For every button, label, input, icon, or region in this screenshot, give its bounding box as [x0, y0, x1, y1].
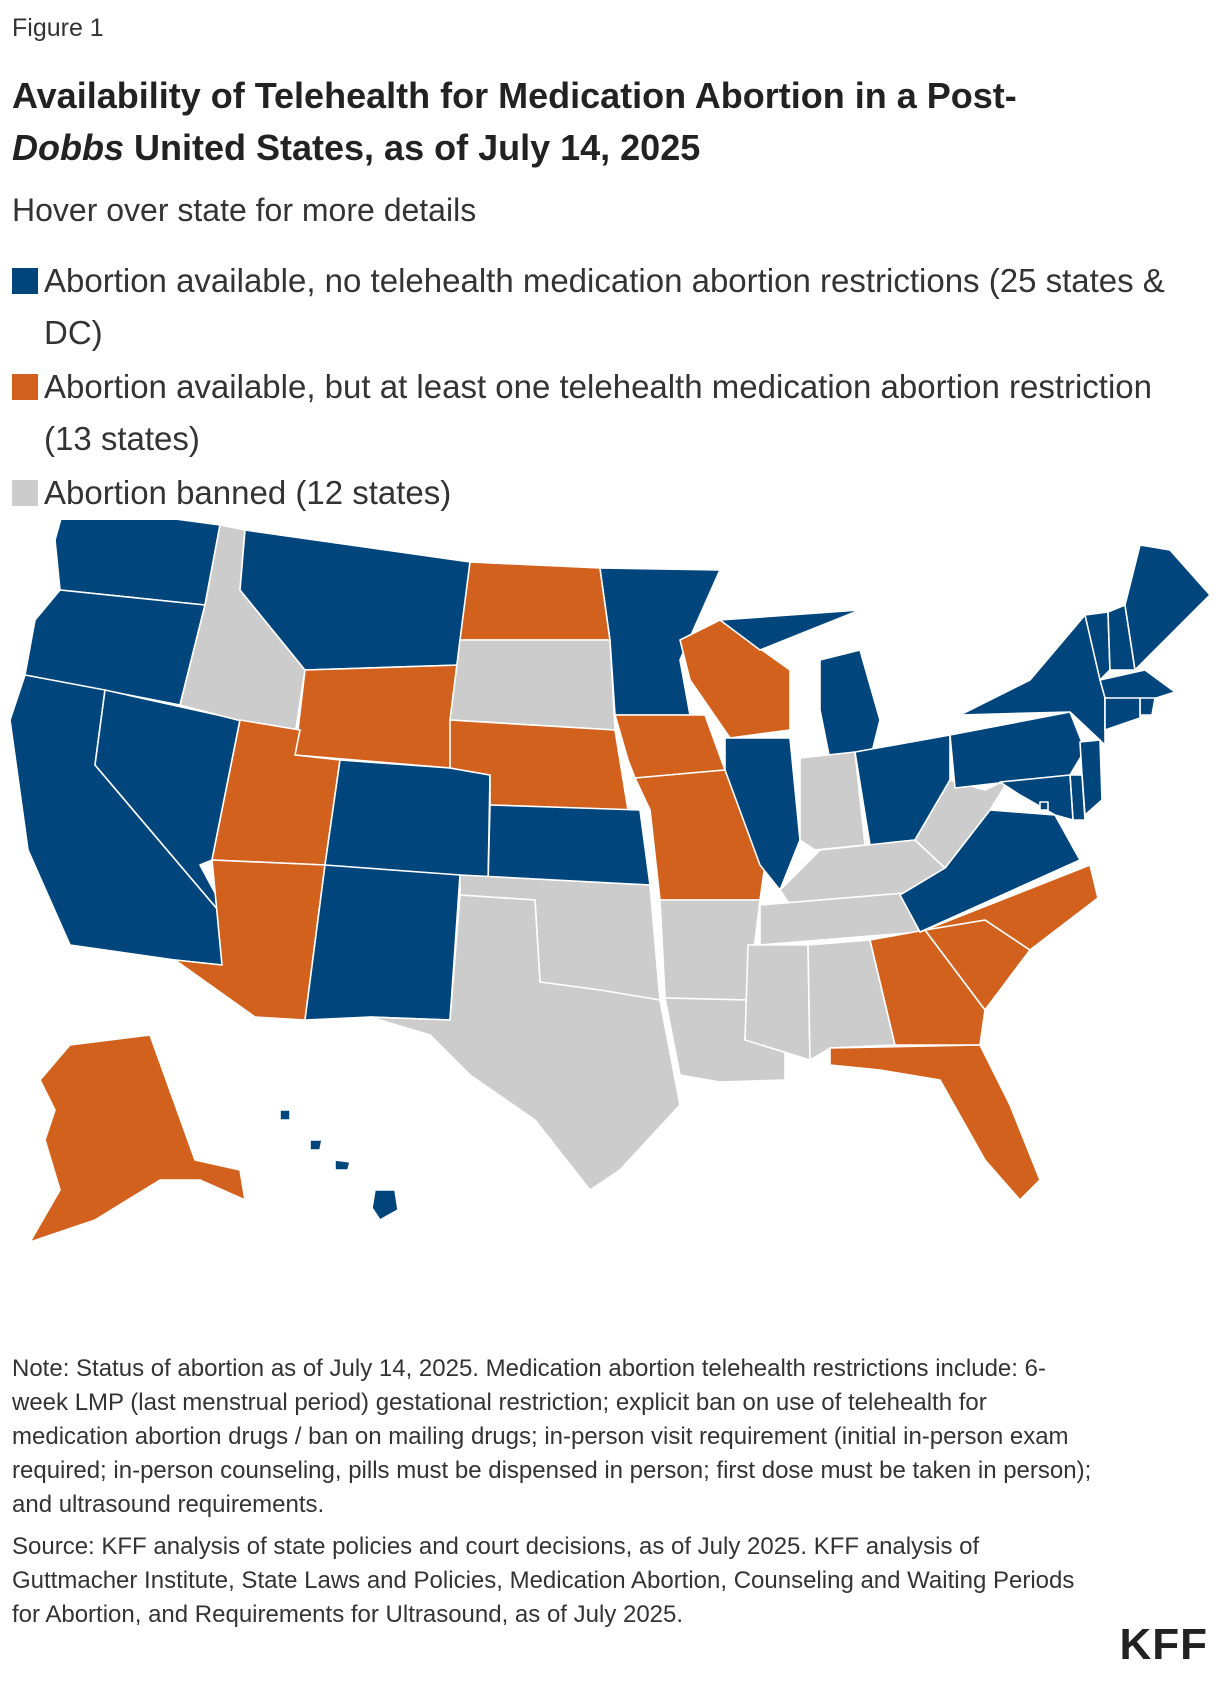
state-sd[interactable]	[449, 639, 616, 731]
state-me[interactable]	[1124, 544, 1211, 671]
state-nm[interactable]	[304, 864, 461, 1021]
state-ks[interactable]	[487, 804, 651, 886]
figure-label: Figure 1	[12, 14, 104, 42]
state-dc[interactable]	[1039, 801, 1049, 811]
us-map	[0, 520, 1220, 1300]
state-tx[interactable]	[369, 894, 681, 1191]
legend: Abortion available, no telehealth medica…	[12, 255, 1207, 521]
state-ri[interactable]	[1139, 697, 1156, 716]
state-hi[interactable]	[279, 1109, 399, 1221]
legend-swatch-restrictions	[12, 374, 38, 400]
state-ga[interactable]	[869, 929, 986, 1046]
kff-logo: KFF	[1119, 1620, 1208, 1669]
us-map-svg	[9, 520, 1211, 1243]
state-ia[interactable]	[614, 714, 726, 779]
source-text: Source: KFF analysis of state policies a…	[12, 1533, 1075, 1628]
state-ct[interactable]	[1104, 697, 1141, 731]
state-ms[interactable]	[744, 944, 811, 1061]
title-italic: Dobbs	[12, 127, 124, 168]
state-nj[interactable]	[1079, 739, 1103, 816]
chart-title: Availability of Telehealth for Medicatio…	[12, 70, 1192, 174]
subtitle: Hover over state for more details	[12, 192, 477, 228]
state-nd[interactable]	[459, 561, 611, 641]
legend-item-banned[interactable]: Abortion banned (12 states)	[12, 467, 1207, 519]
legend-swatch-no-restrictions	[12, 268, 38, 294]
state-wy[interactable]	[294, 664, 461, 769]
state-ar[interactable]	[659, 899, 761, 1001]
note-text: Note: Status of abortion as of July 14, …	[12, 1355, 1092, 1518]
state-fl[interactable]	[829, 1044, 1041, 1201]
state-ak[interactable]	[29, 1034, 246, 1243]
state-al[interactable]	[807, 939, 896, 1061]
legend-label-no-restrictions: Abortion available, no telehealth medica…	[44, 262, 1165, 351]
legend-label-restrictions: Abortion available, but at least one tel…	[44, 368, 1153, 457]
state-in[interactable]	[799, 751, 866, 851]
legend-label-banned: Abortion banned (12 states)	[44, 474, 452, 511]
title-part-1: Availability of Telehealth for Medicatio…	[12, 75, 1017, 116]
state-pa[interactable]	[949, 711, 1086, 789]
state-md[interactable]	[999, 774, 1074, 821]
title-part-2: United States, as of July 14, 2025	[124, 127, 701, 168]
notes: Note: Status of abortion as of July 14, …	[12, 1352, 1092, 1640]
legend-item-no-restrictions[interactable]: Abortion available, no telehealth medica…	[12, 255, 1207, 359]
legend-swatch-banned	[12, 480, 38, 506]
state-ma[interactable]	[1099, 669, 1176, 701]
legend-item-restrictions[interactable]: Abortion available, but at least one tel…	[12, 361, 1207, 465]
